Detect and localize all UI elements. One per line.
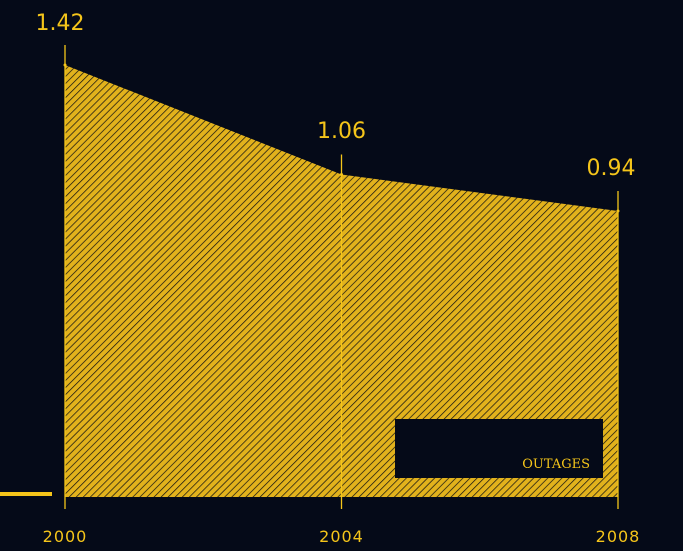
x-tick-label-2008: 2008 (596, 527, 641, 546)
data-point-2000 (63, 63, 67, 67)
legend-label: OUTAGES (522, 457, 590, 472)
legend: OUTAGES (395, 419, 603, 478)
x-tick-label-2004: 2004 (319, 527, 364, 546)
data-label-2004: 1.06 (317, 119, 366, 144)
data-point-2004 (340, 173, 343, 177)
baseline-marker (0, 492, 52, 496)
data-label-2000: 1.42 (36, 11, 85, 36)
label-layer: 1.42 2000 1.06 2004 0.94 2008 (36, 11, 641, 546)
legend-box (395, 419, 603, 478)
data-label-2008: 0.94 (587, 156, 636, 181)
guide-layer (63, 45, 620, 509)
data-point-2008 (616, 209, 620, 213)
x-tick-label-2000: 2000 (43, 527, 88, 546)
